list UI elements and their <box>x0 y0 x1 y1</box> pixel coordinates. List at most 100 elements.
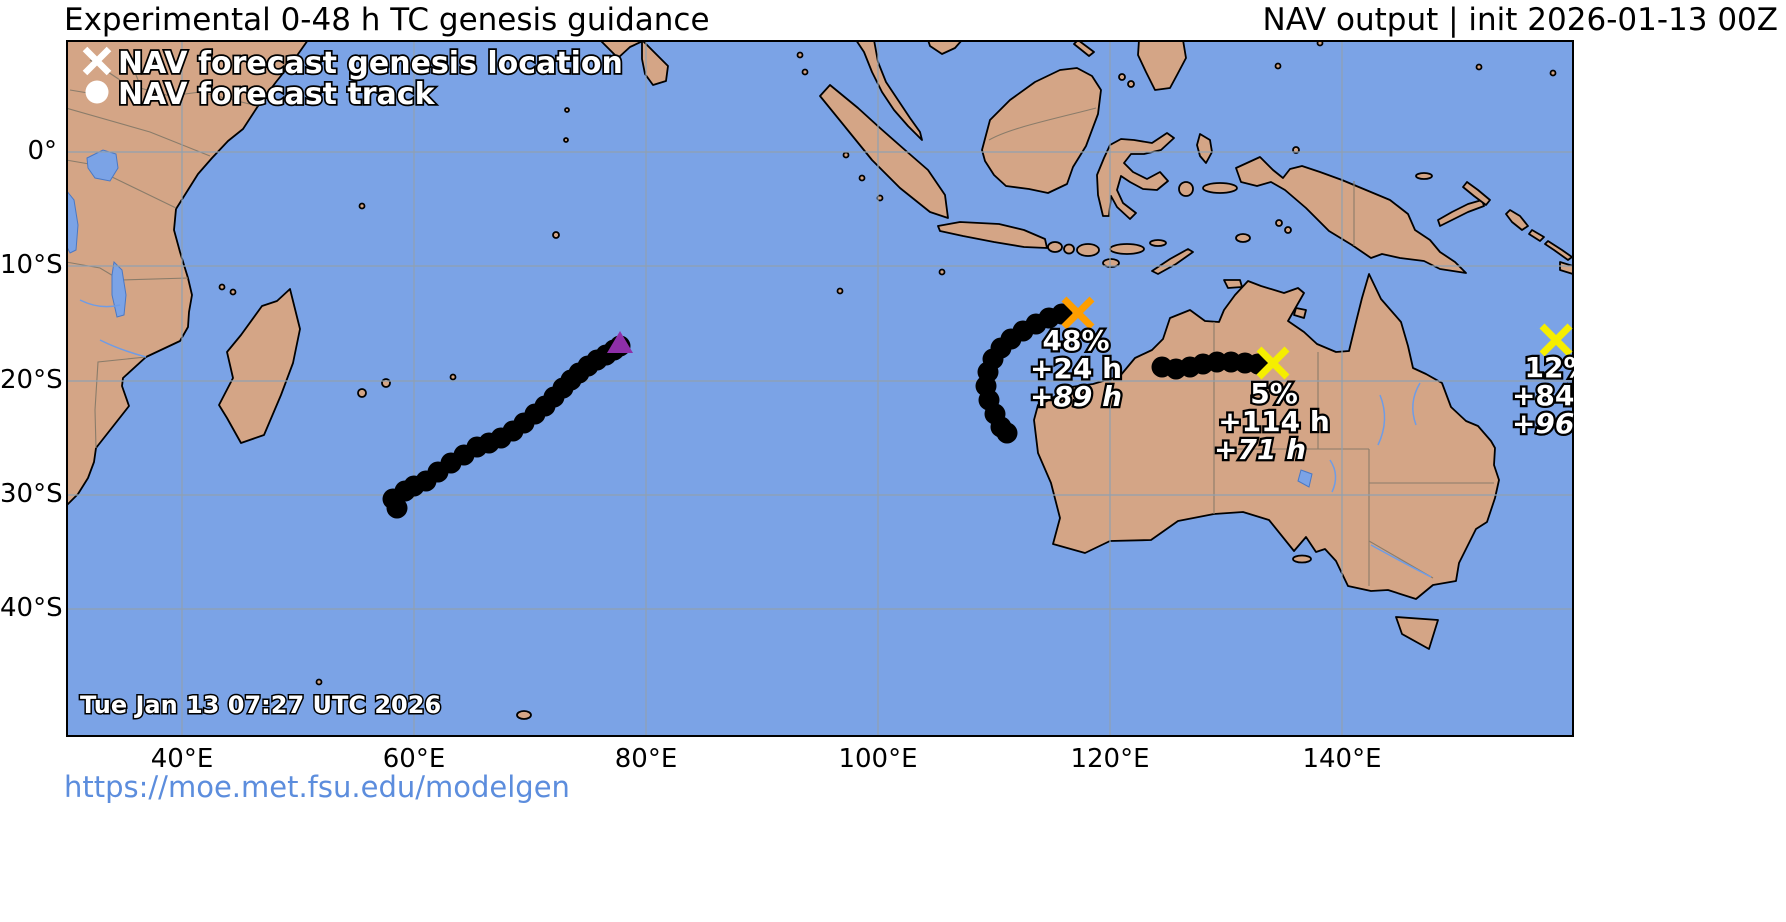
genesis-markers: 48%+24 h+89 h 5%+114 h+71 h 12%+84 h+96 h <box>1028 296 1574 468</box>
lon-tick-label: 100°E <box>838 744 918 774</box>
timestamp: Tue Jan 13 07:27 UTC 2026 <box>80 691 441 719</box>
lat-tick-label: 0° <box>27 136 57 166</box>
land-borneo <box>981 67 1102 194</box>
river <box>1412 382 1421 426</box>
genesis-marker-label: 5% <box>1250 377 1298 410</box>
source-url-link[interactable]: https://moe.met.fsu.edu/modelgen <box>64 770 570 804</box>
genesis-marker-label: +84 h <box>1512 379 1574 412</box>
land-aru <box>1275 219 1283 227</box>
land-crozet <box>315 678 323 686</box>
genesis-marker-label: 12% <box>1524 351 1574 384</box>
land-santa-isabel <box>1544 240 1573 261</box>
land-madagascar <box>218 288 301 444</box>
map-svg: 48%+24 h+89 h5%+114 h+71 h12%+84 h+96 h … <box>66 40 1574 737</box>
lon-tick-label: 120°E <box>1070 744 1150 774</box>
forecast-tracks <box>382 303 1269 519</box>
track-dot-icon <box>85 80 109 104</box>
land-tiwi-islands <box>1223 279 1243 289</box>
lon-tick-label: 40°E <box>150 744 214 774</box>
legend-track-label: NAV forecast track <box>118 77 436 112</box>
legend-genesis-label: NAV forecast genesis location <box>118 46 623 81</box>
river <box>99 339 147 358</box>
land-seychelles <box>358 202 366 210</box>
legend: NAV forecast genesis location NAV foreca… <box>82 44 625 114</box>
genesis-marker-label: +71 h <box>1214 433 1306 466</box>
land-new-guinea <box>1235 156 1467 274</box>
lon-tick-label: 80°E <box>614 744 678 774</box>
graticule <box>66 40 1574 737</box>
lon-tick-label: 140°E <box>1302 744 1382 774</box>
land-halmahera <box>1196 133 1213 164</box>
lat-tick-label: 40°S <box>0 593 63 623</box>
map-canvas: 48%+24 h+89 h5%+114 h+71 h12%+84 h+96 h … <box>66 40 1574 737</box>
land-tasmania <box>1395 616 1439 650</box>
land-alor <box>1149 239 1167 247</box>
land-sulu-2 <box>1127 80 1135 88</box>
land-palawan <box>1073 40 1095 57</box>
land-manus <box>1415 172 1433 180</box>
lake-malawi <box>111 260 127 318</box>
land-sumba <box>1102 258 1120 268</box>
land-seram <box>1202 182 1238 194</box>
river <box>79 299 121 308</box>
land-maldives-2 <box>563 137 569 143</box>
land-sumbawa <box>1076 243 1100 257</box>
land-palau <box>1274 62 1282 70</box>
genesis-marker-label: 48% <box>1042 324 1109 357</box>
lat-tick-label: 30°S <box>0 479 63 509</box>
landmasses <box>66 40 1574 720</box>
land-nicobar <box>796 51 804 59</box>
land-bougainville <box>1505 209 1529 231</box>
lat-tick-label: 10°S <box>0 250 63 280</box>
lon-tick-label: 60°E <box>382 744 446 774</box>
land-java <box>937 221 1048 249</box>
land-mindanao <box>1137 40 1187 91</box>
land-comoros <box>218 283 226 291</box>
land-groote-eylandt <box>1293 307 1307 319</box>
genesis-marker-label: +114 h <box>1218 405 1330 438</box>
land-rodrigues <box>449 373 457 381</box>
land-guadalcanal <box>1559 261 1574 275</box>
genesis-x-icon <box>82 46 112 76</box>
genesis-x-marker <box>1539 323 1573 357</box>
track-end-triangle <box>607 331 633 353</box>
land-cocos <box>836 287 844 295</box>
land-sri-lanka <box>641 40 669 86</box>
genesis-marker-label: +89 h <box>1030 380 1122 413</box>
land-chuuk <box>1475 63 1483 71</box>
land-new-ireland <box>1462 181 1491 206</box>
land-choiseul <box>1528 229 1545 242</box>
land-kai <box>1284 226 1292 234</box>
land-australia <box>1033 273 1500 600</box>
land-timor <box>1151 248 1194 275</box>
land-indochina-tip <box>927 40 963 55</box>
track-dot <box>386 497 408 519</box>
land-kerguelen <box>516 710 532 720</box>
land-flores <box>1109 243 1145 255</box>
land-reunion <box>357 388 367 398</box>
genesis-marker-label: +24 h <box>1030 352 1122 385</box>
genesis-x-marker <box>1256 346 1290 380</box>
model-init-title: NAV output | init 2026-01-13 00Z <box>1262 2 1778 38</box>
lat-tick-label: 20°S <box>0 365 63 395</box>
land-nicobar-2 <box>801 68 809 76</box>
genesis-x-marker <box>1061 296 1095 330</box>
land-lombok <box>1063 243 1075 255</box>
river <box>1329 459 1337 493</box>
land-pohnpei <box>1549 69 1557 77</box>
land-mauritius <box>381 378 391 388</box>
land-buru <box>1178 181 1194 197</box>
land-christmas-island <box>938 268 946 276</box>
land-chagos <box>552 231 560 239</box>
land-bali <box>1047 241 1063 253</box>
river <box>1377 394 1386 446</box>
land-maldives <box>564 107 570 113</box>
river <box>1370 544 1432 578</box>
lake-tanganyika <box>66 189 79 254</box>
land-comoros-2 <box>229 288 237 296</box>
land-kangaroo-island <box>1292 554 1312 564</box>
land-africa <box>66 40 309 507</box>
land-malay-peninsula <box>855 40 923 141</box>
land-mentawai-2 <box>858 174 866 182</box>
lake-eyre <box>1297 469 1313 488</box>
